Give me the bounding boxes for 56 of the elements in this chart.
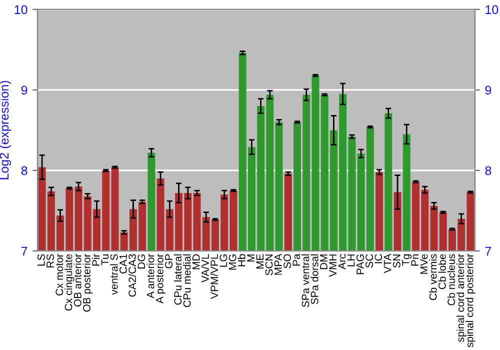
x-tick-label: Hb xyxy=(238,254,246,266)
x-tick-label: Tg xyxy=(402,254,412,266)
x-tick-label: GP xyxy=(165,254,172,268)
x-tick-label: ventral S xyxy=(110,254,118,295)
x-tick-label: Cb vermis xyxy=(429,254,437,300)
x-tick-label: Pir xyxy=(92,254,100,266)
x-tick-label: A anterior xyxy=(146,254,154,298)
x-tick-label: A posterior xyxy=(156,254,166,304)
x-tick-label: spinal cord posterior xyxy=(466,254,476,348)
x-tick-label: SPa ventral xyxy=(302,254,310,308)
y2-tick-label: 8 xyxy=(485,166,492,176)
y2-tick-label: 9 xyxy=(485,86,492,95)
x-tick-label: VA/VL xyxy=(201,254,209,282)
x-tick-label: MD xyxy=(192,254,200,270)
x-tick-label: SO xyxy=(284,254,291,268)
x-tick-label: CA2/CA3 xyxy=(128,254,136,297)
x-tick-label: DM xyxy=(320,254,328,270)
x-tick-label: CPu medial xyxy=(183,254,191,308)
x-tick-label: SN xyxy=(392,254,400,268)
x-tick-label: IC xyxy=(374,254,382,264)
y-tick-label: 8 xyxy=(21,166,28,176)
x-tick-label: CPu lateral xyxy=(174,254,182,305)
x-tick-label: DG xyxy=(138,254,146,268)
x-tick-label: Pn xyxy=(411,254,418,266)
x-tick-label: MPA xyxy=(274,254,282,275)
x-tick-label: SC xyxy=(366,254,373,268)
x-tick-label: OB anterior xyxy=(74,254,82,306)
y2-tick-label: 10 xyxy=(486,5,498,14)
y-tick-label: 7 xyxy=(21,246,28,256)
x-tick-label: Tu xyxy=(101,254,109,266)
x-tick-label: LS xyxy=(37,254,45,266)
x-tick-label: VPM/VPL xyxy=(210,254,218,299)
x-tick-label: Pa xyxy=(292,254,300,266)
x-tick-label: LH xyxy=(347,254,355,266)
x-tick-label: LG xyxy=(220,254,228,267)
y-tick-label: 9 xyxy=(21,86,28,95)
x-tick-label: SPa dorsal xyxy=(310,254,318,304)
x-tick-label: CA1 xyxy=(120,254,127,274)
x-tick-label: RS xyxy=(46,254,54,268)
x-tick-label: Cx motor xyxy=(56,254,64,296)
x-tick-label: VMH xyxy=(329,254,336,277)
x-tick-label: spinal cord anterior xyxy=(456,254,466,342)
x-tick-label: MG xyxy=(228,254,236,270)
x-tick-label: VTA xyxy=(384,254,392,274)
x-tick-label: Cx cingulate xyxy=(64,254,74,311)
x-tick-label: SCN xyxy=(265,254,273,276)
x-tick-label: Cb nucleus xyxy=(447,254,456,306)
x-tick-label: OB posterior xyxy=(82,254,92,312)
x-tick-label: ME xyxy=(256,254,264,268)
x-tick-label: MVe xyxy=(420,254,428,274)
y-tick-label: 10 xyxy=(14,5,28,14)
x-tick-label: Cb lobe xyxy=(438,254,446,290)
x-tick-label: M xyxy=(247,254,254,262)
x-tick-label: Arc xyxy=(338,254,346,270)
x-tick-label: PAG xyxy=(356,254,364,274)
y2-tick-label: 7 xyxy=(485,246,492,256)
